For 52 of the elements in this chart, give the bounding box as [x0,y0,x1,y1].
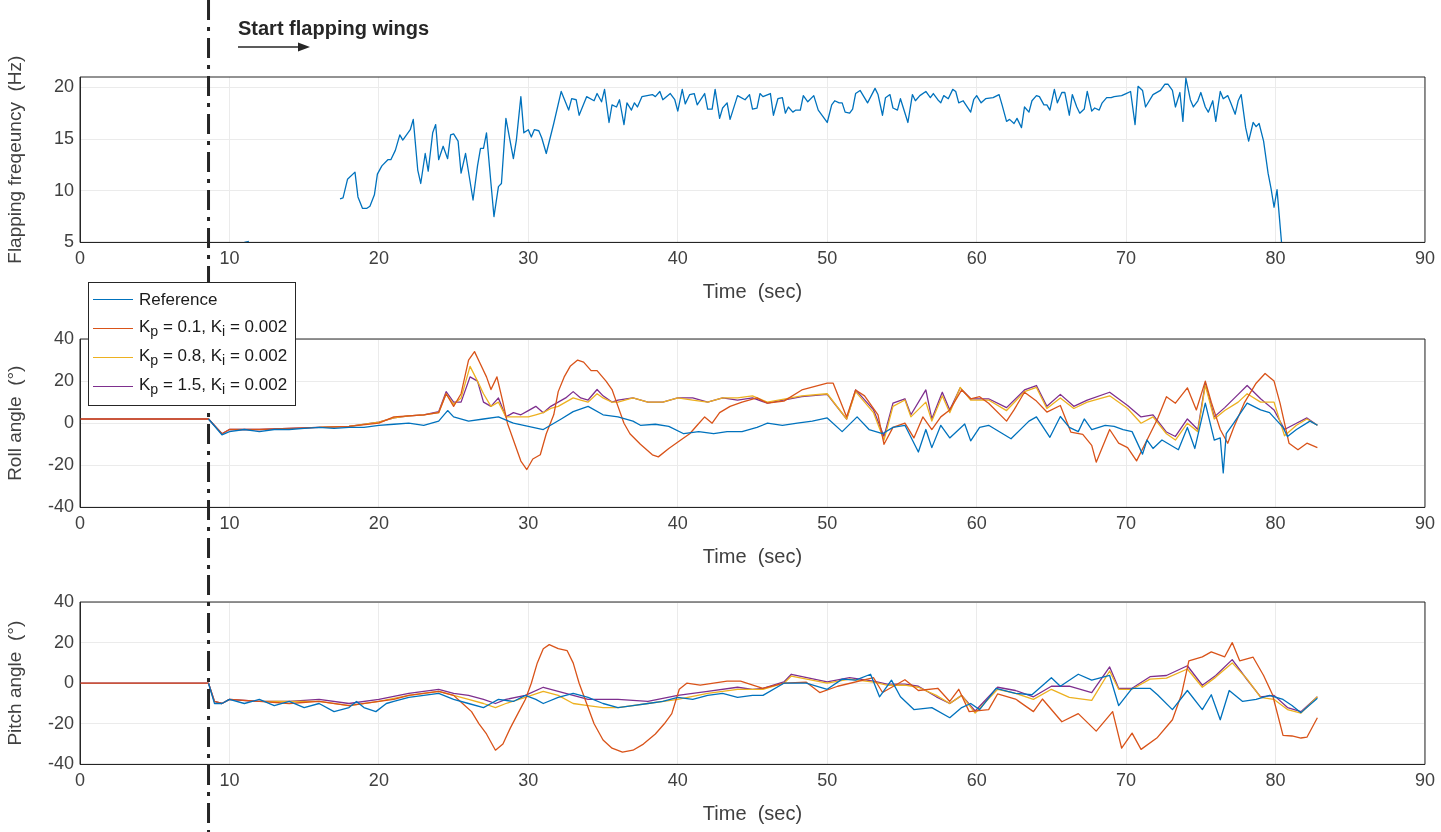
y-tick-label: 40 [53,590,74,611]
x-axis-title: Time (sec) [702,544,803,567]
y-axis-title: Pitch angle (°) [3,620,25,746]
y-tick-label: -20 [47,712,74,733]
x-tick-label: 60 [966,770,987,791]
x-tick-label: 40 [667,248,688,269]
y-tick-label: 40 [53,327,74,348]
x-tick-label: 80 [1265,770,1286,791]
y-tick-label: 0 [63,672,74,693]
x-tick-label: 30 [518,248,539,269]
x-tick-label: 20 [368,513,389,534]
x-tick-label: 50 [817,513,838,534]
legend-label: K$_{p}$ = 1.5, K$_{i}$ = 0.002 [139,373,288,400]
y-tick-label: 20 [53,631,74,652]
y-tick-label: -20 [47,454,74,475]
y-tick-label: -40 [47,753,74,774]
x-tick-label: 40 [667,770,688,791]
x-tick-label: 20 [368,770,389,791]
x-tick-label: 60 [966,248,987,269]
x-tick-label: 40 [667,513,688,534]
y-tick-label: 20 [53,370,74,391]
x-tick-label: 70 [1116,248,1137,269]
y-tick-label: 5 [63,231,74,252]
x-tick-label: 50 [817,770,838,791]
x-axis-title: Time (sec) [702,279,803,302]
y-tick-label: -40 [47,496,74,517]
text: Start flapping wings [238,17,430,39]
y-tick-label: 20 [53,76,74,97]
y-tick-label: 10 [53,179,74,200]
x-tick-label: 90 [1414,513,1435,534]
x-tick-label: 90 [1414,770,1435,791]
y-tick-label: 0 [63,412,74,433]
legend-label: Reference [139,288,218,311]
x-tick-label: 10 [219,248,240,269]
x-tick-label: 10 [219,770,240,791]
x-tick-label: 50 [817,248,838,269]
x-tick-label: 60 [966,513,987,534]
x-axis-title: Time (sec) [702,801,803,824]
x-tick-label: 10 [219,513,240,534]
x-tick-label: 70 [1116,513,1137,534]
x-tick-label: 30 [518,770,539,791]
legend-label: K$_{p}$ = 0.1, K$_{i}$ = 0.002 [139,315,288,342]
x-tick-label: 70 [1116,770,1137,791]
x-tick-label: 20 [368,248,389,269]
y-tick-label: 15 [53,127,74,148]
x-tick-label: 80 [1265,513,1286,534]
legend-label: K$_{p}$ = 0.8, K$_{i}$ = 0.002 [139,344,288,371]
x-tick-label: 80 [1265,248,1286,269]
x-tick-label: 30 [518,513,539,534]
y-axis-title: Roll angle (°) [3,365,25,481]
y-axis-title: Flapping freqeuncy (Hz) [3,55,25,264]
x-tick-label: 90 [1414,248,1435,269]
